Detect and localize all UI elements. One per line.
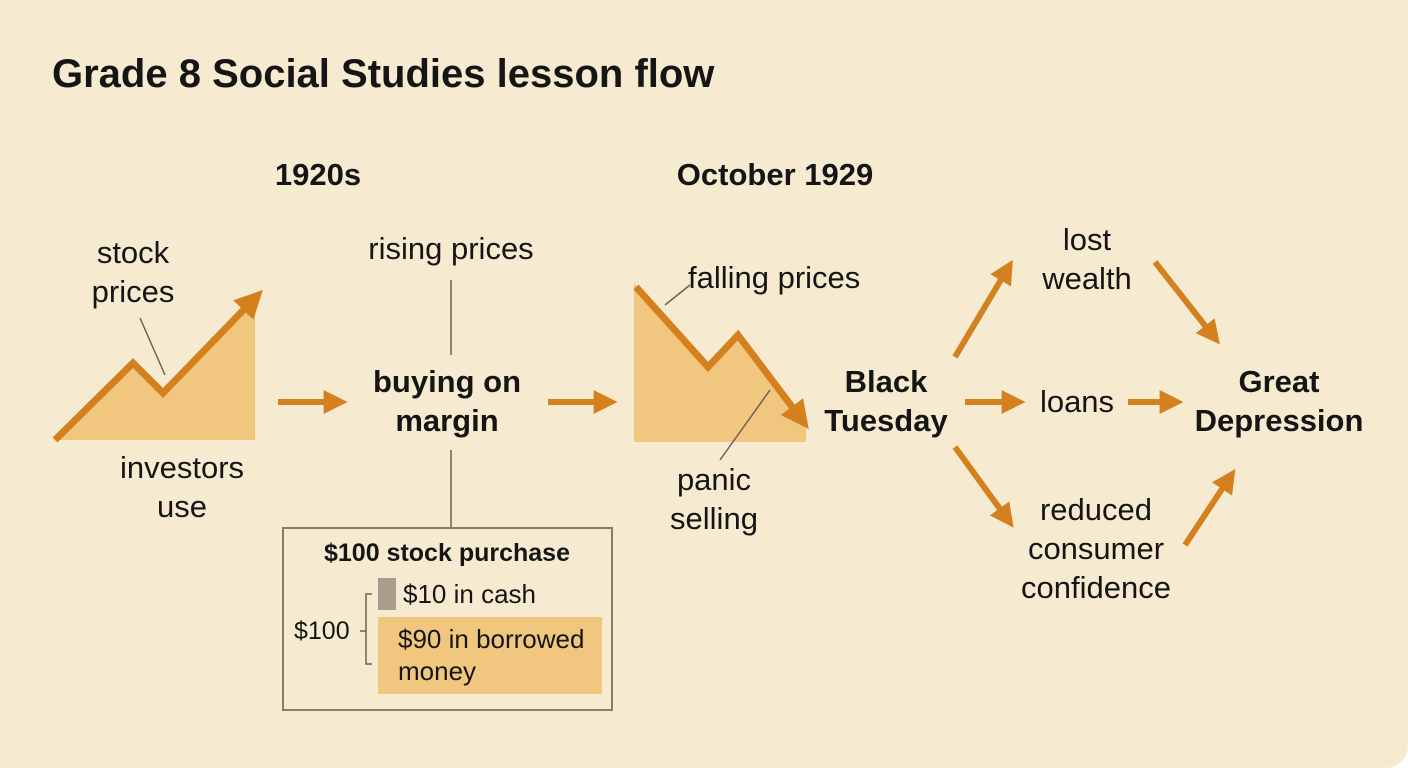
arrow (1152, 260, 1220, 345)
example-total: $100 (294, 617, 350, 645)
effect: lost wealth (1042, 222, 1132, 296)
node: buying on margin (372, 364, 522, 438)
node: Great Depression (1194, 364, 1364, 438)
title: Grade 8 Social Studies lesson flow (52, 52, 715, 96)
leader-line (664, 284, 691, 306)
annotation: rising prices (368, 231, 534, 266)
bracket (360, 593, 372, 665)
annotation: panic selling (670, 462, 758, 536)
example-box (282, 527, 613, 711)
annotation: investors use (119, 450, 245, 524)
period-heading: 1920s (274, 157, 362, 192)
example-part: $90 in borrowed money (398, 624, 585, 686)
arrow (952, 259, 1013, 359)
period-heading: October 1929 (676, 157, 874, 192)
cash-block (378, 578, 396, 610)
arrow (952, 445, 1014, 528)
annotation: falling prices (688, 260, 861, 295)
falling-line (633, 284, 809, 429)
example-title: $100 stock purchase (324, 539, 570, 567)
node: Black Tuesday (824, 364, 948, 438)
leader-line (139, 317, 166, 376)
annotation: stock prices (91, 235, 175, 309)
leader-line (719, 389, 771, 461)
arrow (1182, 468, 1236, 547)
rising-area (55, 300, 255, 440)
falling-area (634, 283, 806, 442)
borrowed-block (378, 617, 602, 694)
effect: reduced consumer confidence (1021, 492, 1171, 605)
rising-line (52, 289, 263, 443)
example-part: $10 in cash (403, 579, 536, 609)
effect: loans (1039, 384, 1115, 419)
